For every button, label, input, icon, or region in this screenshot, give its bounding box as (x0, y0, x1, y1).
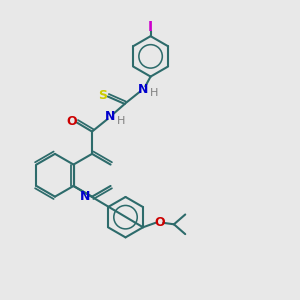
Text: N: N (105, 110, 116, 123)
Text: H: H (117, 116, 125, 126)
Text: I: I (148, 20, 153, 34)
Text: O: O (155, 216, 165, 229)
Text: N: N (138, 82, 148, 96)
Text: S: S (98, 89, 106, 102)
Text: N: N (80, 190, 90, 202)
Text: O: O (66, 115, 76, 128)
Text: H: H (149, 88, 158, 98)
